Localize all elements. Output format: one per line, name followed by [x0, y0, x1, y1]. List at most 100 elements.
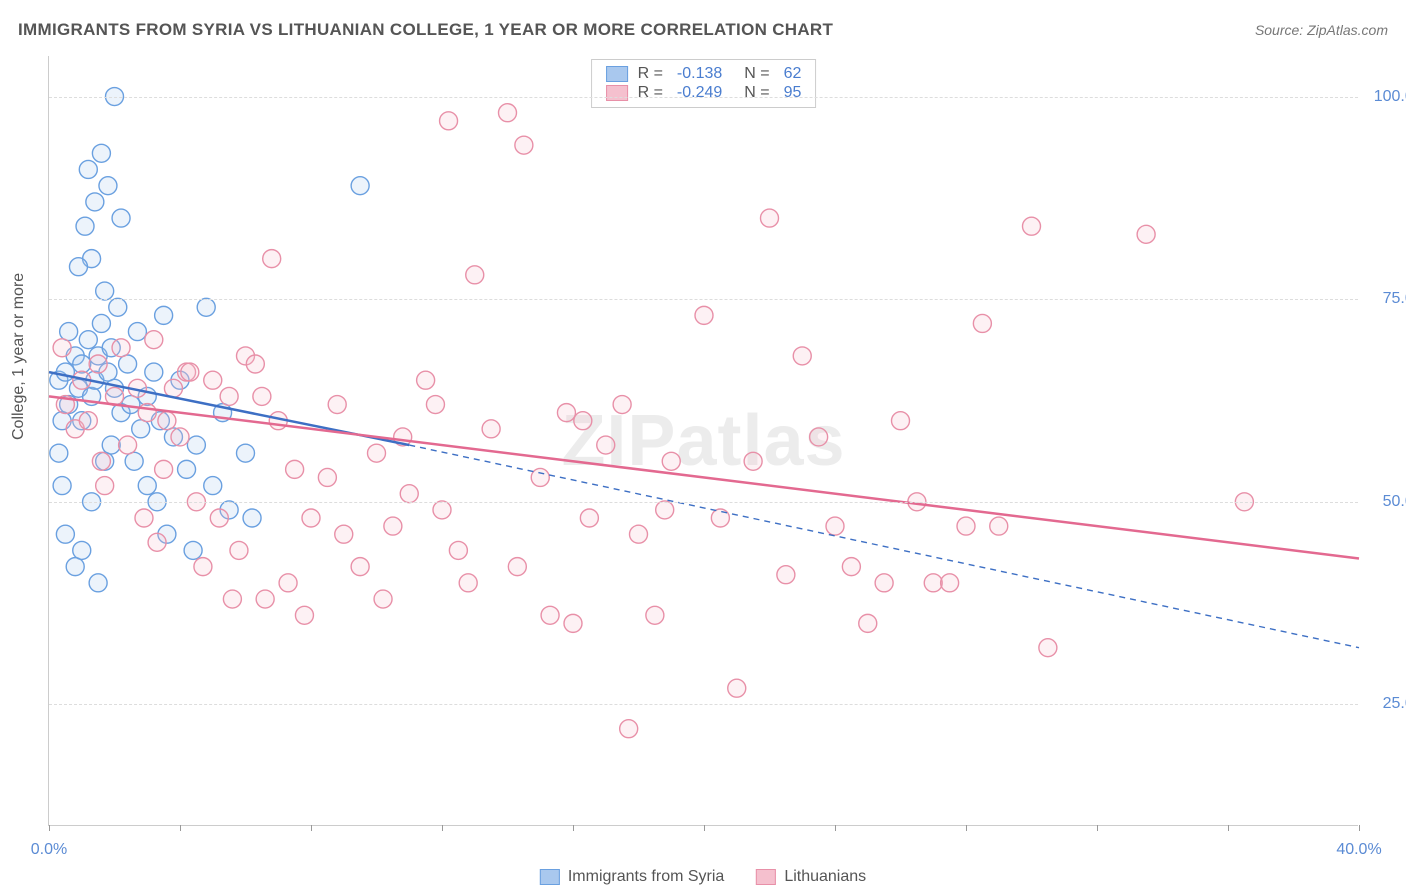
scatter-point — [132, 420, 150, 438]
scatter-point — [79, 331, 97, 349]
scatter-point — [957, 517, 975, 535]
x-tick — [835, 825, 836, 831]
scatter-point — [449, 541, 467, 559]
scatter-point — [66, 558, 84, 576]
legend-swatch-lithuania — [756, 869, 776, 885]
legend-label-syria: Immigrants from Syria — [568, 868, 724, 886]
series-legend: Immigrants from Syria Lithuanians — [540, 868, 866, 886]
scatter-point — [318, 468, 336, 486]
scatter-point — [973, 314, 991, 332]
scatter-point — [56, 525, 74, 543]
y-axis-label: College, 1 year or more — [10, 273, 28, 440]
scatter-point — [597, 436, 615, 454]
x-tick — [1097, 825, 1098, 831]
scatter-point — [76, 217, 94, 235]
scatter-point — [531, 468, 549, 486]
x-tick-label: 40.0% — [1336, 841, 1381, 859]
scatter-point — [96, 282, 114, 300]
scatter-point — [695, 306, 713, 324]
scatter-point — [302, 509, 320, 527]
scatter-point — [417, 371, 435, 389]
scatter-point — [892, 412, 910, 430]
x-tick — [1359, 825, 1360, 831]
scatter-point — [646, 606, 664, 624]
scatter-point — [138, 404, 156, 422]
scatter-point — [69, 258, 87, 276]
scatter-point — [53, 477, 71, 495]
scatter-point — [119, 355, 137, 373]
scatter-point — [102, 436, 120, 454]
scatter-svg — [49, 56, 1358, 825]
scatter-point — [210, 509, 228, 527]
scatter-point — [92, 452, 110, 470]
gridline — [49, 502, 1358, 503]
scatter-point — [50, 444, 68, 462]
scatter-point — [351, 177, 369, 195]
y-tick-label: 75.0% — [1368, 290, 1406, 308]
scatter-point — [826, 517, 844, 535]
legend-item-syria: Immigrants from Syria — [540, 868, 724, 886]
scatter-point — [220, 387, 238, 405]
scatter-point — [630, 525, 648, 543]
scatter-point — [613, 396, 631, 414]
scatter-point — [145, 363, 163, 381]
x-tick — [49, 825, 50, 831]
scatter-point — [99, 177, 117, 195]
scatter-point — [92, 144, 110, 162]
scatter-point — [60, 323, 78, 341]
gridline — [49, 299, 1358, 300]
scatter-point — [89, 574, 107, 592]
scatter-point — [246, 355, 264, 373]
scatter-point — [125, 452, 143, 470]
scatter-point — [286, 460, 304, 478]
scatter-point — [79, 412, 97, 430]
gridline — [49, 97, 1358, 98]
scatter-point — [580, 509, 598, 527]
scatter-point — [56, 363, 74, 381]
scatter-point — [400, 485, 418, 503]
scatter-point — [112, 339, 130, 357]
y-tick-label: 50.0% — [1368, 493, 1406, 511]
scatter-point — [728, 679, 746, 697]
scatter-point — [620, 720, 638, 738]
scatter-point — [253, 387, 271, 405]
scatter-point — [223, 590, 241, 608]
scatter-point — [230, 541, 248, 559]
scatter-point — [119, 436, 137, 454]
scatter-point — [243, 509, 261, 527]
x-tick — [704, 825, 705, 831]
scatter-point — [941, 574, 959, 592]
scatter-point — [184, 541, 202, 559]
x-tick — [1228, 825, 1229, 831]
scatter-point — [204, 477, 222, 495]
scatter-point — [187, 436, 205, 454]
scatter-point — [1023, 217, 1041, 235]
scatter-point — [263, 250, 281, 268]
scatter-point — [541, 606, 559, 624]
scatter-point — [990, 517, 1008, 535]
scatter-point — [158, 412, 176, 430]
scatter-point — [440, 112, 458, 130]
chart-title: IMMIGRANTS FROM SYRIA VS LITHUANIAN COLL… — [18, 20, 833, 40]
scatter-point — [328, 396, 346, 414]
scatter-point — [237, 444, 255, 462]
scatter-point — [662, 452, 680, 470]
scatter-point — [374, 590, 392, 608]
scatter-point — [875, 574, 893, 592]
scatter-point — [155, 460, 173, 478]
x-tick — [573, 825, 574, 831]
legend-item-lithuania: Lithuanians — [756, 868, 866, 886]
scatter-point — [256, 590, 274, 608]
scatter-point — [711, 509, 729, 527]
y-tick-label: 100.0% — [1368, 88, 1406, 106]
scatter-point — [368, 444, 386, 462]
scatter-point — [859, 614, 877, 632]
scatter-point — [86, 193, 104, 211]
y-tick-label: 25.0% — [1368, 695, 1406, 713]
scatter-point — [335, 525, 353, 543]
scatter-point — [53, 339, 71, 357]
scatter-point — [433, 501, 451, 519]
scatter-point — [557, 404, 575, 422]
scatter-point — [459, 574, 477, 592]
scatter-point — [128, 323, 146, 341]
